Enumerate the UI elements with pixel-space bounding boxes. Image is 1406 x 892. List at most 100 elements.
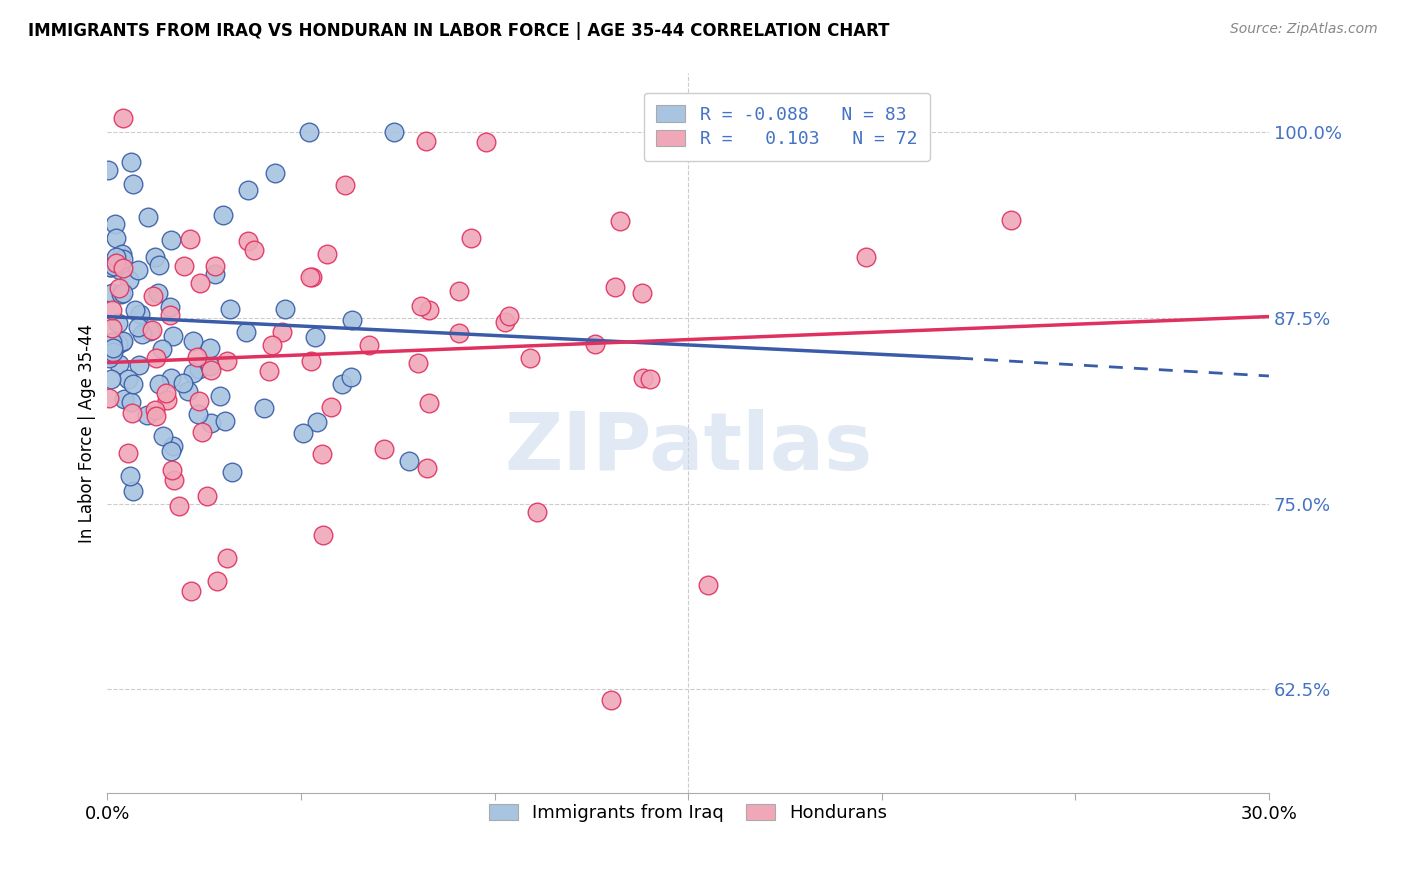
Point: [148, 376, 170, 391]
Point: [129, 307, 152, 321]
Point: [449, 284, 471, 298]
Point: [198, 341, 221, 355]
Point: [219, 301, 242, 316]
Point: [117, 371, 139, 385]
Point: [204, 267, 226, 281]
Point: [124, 302, 146, 317]
Point: [112, 111, 135, 125]
Point: [128, 358, 150, 372]
Point: [135, 409, 157, 423]
Point: [605, 280, 627, 294]
Point: [195, 489, 218, 503]
Point: [103, 217, 125, 231]
Point: [152, 429, 174, 443]
Point: [186, 350, 208, 364]
Point: [101, 345, 124, 359]
Point: [121, 154, 143, 169]
Point: [111, 286, 134, 301]
Point: [110, 287, 132, 301]
Point: [263, 166, 285, 180]
Point: [311, 447, 333, 461]
Point: [631, 286, 654, 301]
Point: [298, 125, 321, 139]
Point: [121, 178, 143, 192]
Point: [120, 394, 142, 409]
Point: [418, 302, 440, 317]
Point: [200, 417, 222, 431]
Point: [179, 232, 201, 246]
Point: [257, 364, 280, 378]
Point: [631, 371, 654, 385]
Legend: Immigrants from Iraq, Hondurans: Immigrants from Iraq, Hondurans: [477, 791, 900, 835]
Point: [100, 302, 122, 317]
Point: [101, 334, 124, 349]
Point: [235, 325, 257, 339]
Point: [330, 377, 353, 392]
Point: [299, 354, 322, 368]
Point: [204, 259, 226, 273]
Point: [340, 313, 363, 327]
Point: [211, 208, 233, 222]
Point: [159, 300, 181, 314]
Point: [100, 285, 122, 300]
Point: [98, 392, 121, 406]
Point: [142, 289, 165, 303]
Point: [172, 376, 194, 390]
Point: [100, 260, 122, 274]
Point: [526, 505, 548, 519]
Point: [173, 259, 195, 273]
Point: [101, 342, 124, 356]
Point: [599, 693, 621, 707]
Point: [274, 302, 297, 317]
Point: [200, 359, 222, 373]
Point: [609, 213, 631, 227]
Point: [253, 401, 276, 415]
Point: [111, 334, 134, 348]
Point: [340, 370, 363, 384]
Point: [270, 325, 292, 339]
Point: [406, 356, 429, 370]
Point: [148, 258, 170, 272]
Point: [108, 357, 131, 371]
Point: [236, 183, 259, 197]
Point: [120, 469, 142, 483]
Point: [177, 384, 200, 398]
Point: [447, 326, 470, 340]
Point: [100, 372, 122, 386]
Point: [187, 407, 209, 421]
Point: [97, 163, 120, 178]
Point: [519, 351, 541, 365]
Point: [398, 454, 420, 468]
Point: [112, 261, 135, 276]
Point: [696, 578, 718, 592]
Point: [238, 234, 260, 248]
Point: [181, 334, 204, 349]
Point: [373, 442, 395, 456]
Point: [382, 125, 405, 139]
Point: [127, 262, 149, 277]
Point: [262, 338, 284, 352]
Point: [107, 280, 129, 294]
Point: [200, 363, 222, 377]
Point: [291, 426, 314, 441]
Point: [150, 342, 173, 356]
Point: [160, 444, 183, 458]
Point: [415, 134, 437, 148]
Point: [155, 393, 177, 408]
Point: [312, 528, 335, 542]
Point: [304, 330, 326, 344]
Point: [121, 406, 143, 420]
Text: Source: ZipAtlas.com: Source: ZipAtlas.com: [1230, 22, 1378, 37]
Point: [141, 323, 163, 337]
Point: [307, 415, 329, 429]
Point: [180, 584, 202, 599]
Point: [162, 439, 184, 453]
Point: [160, 233, 183, 247]
Point: [111, 247, 134, 261]
Point: [162, 329, 184, 343]
Point: [638, 371, 661, 385]
Point: [301, 270, 323, 285]
Point: [155, 385, 177, 400]
Point: [145, 351, 167, 366]
Point: [215, 354, 238, 368]
